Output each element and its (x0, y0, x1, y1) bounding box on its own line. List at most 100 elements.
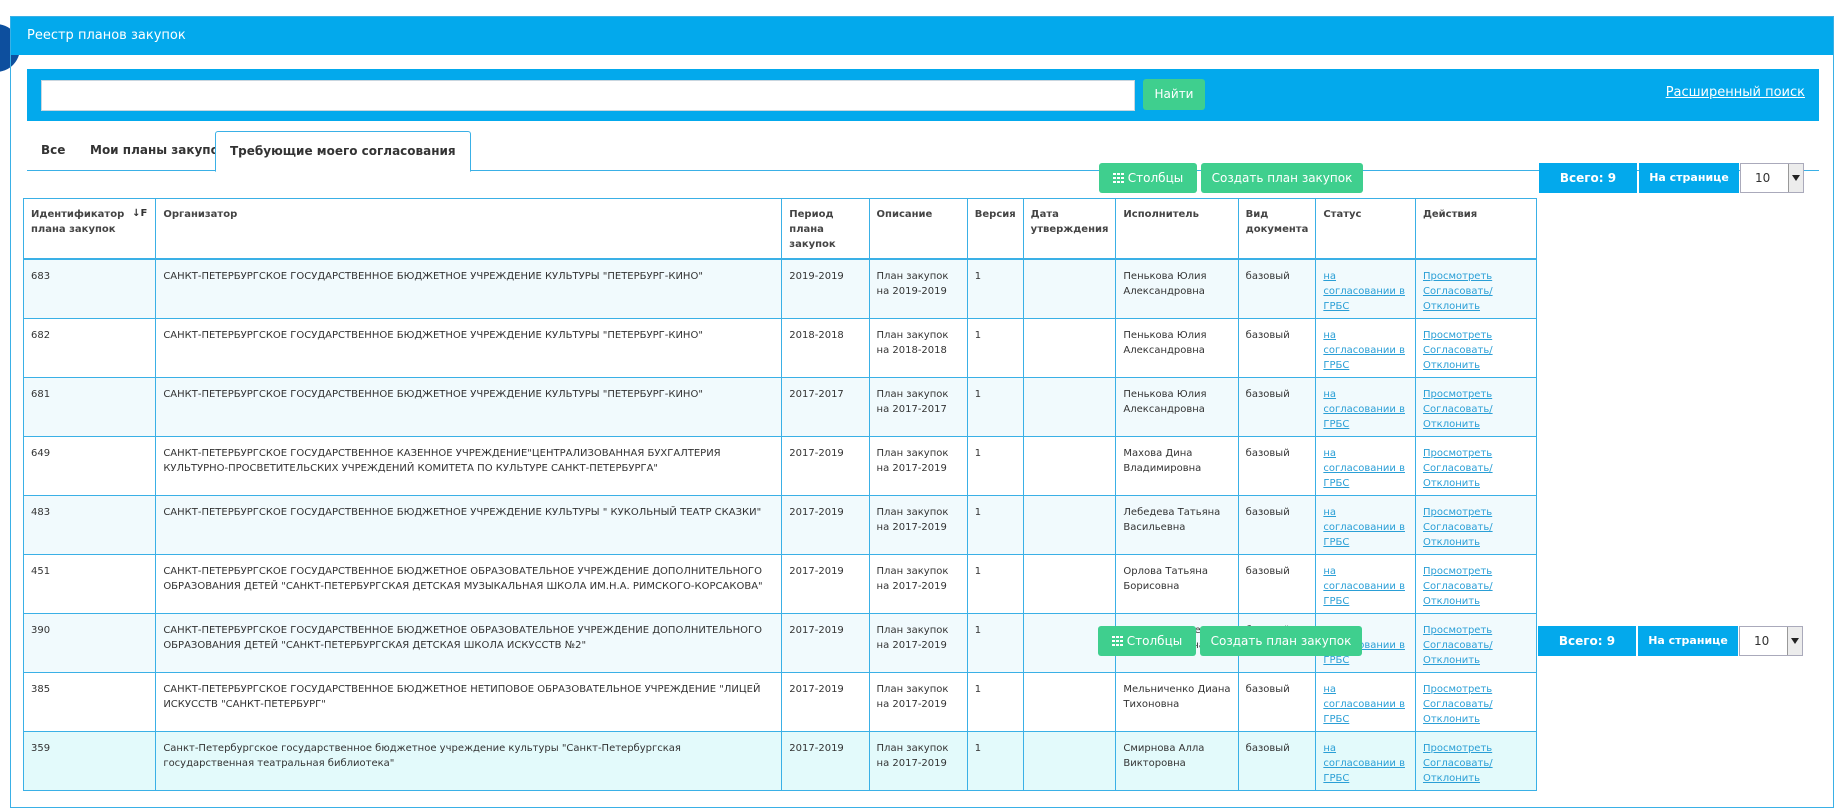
cell-approval-date (1022, 258, 1117, 319)
cell-status: на согласовании в ГРБС (1315, 554, 1416, 614)
cell-approval-date (1022, 436, 1117, 496)
cell-description: План закупок на 2017-2019 (868, 672, 968, 732)
find-button[interactable]: Найти (1143, 79, 1205, 110)
approve-link[interactable]: Согласовать/Отклонить (1422, 581, 1493, 607)
view-link[interactable]: Просмотреть (1422, 743, 1493, 754)
view-link[interactable]: Просмотреть (1422, 507, 1493, 518)
approve-link[interactable]: Согласовать/Отклонить (1422, 522, 1493, 548)
col-id-header[interactable]: Идентификатор плана закупок ↓F (22, 198, 157, 260)
cell-id: 682 (22, 318, 157, 378)
cell-id: 683 (22, 258, 157, 319)
cell-actions: Просмотреть Согласовать/Отклонить (1414, 377, 1538, 437)
cell-actions: Просмотреть Согласовать/Отклонить (1414, 731, 1538, 791)
table-header-row: Идентификатор плана закупок ↓F Организат… (22, 198, 1538, 260)
grid-icon (1112, 173, 1124, 183)
cell-organizer: САНКТ-ПЕТЕРБУРГСКОЕ ГОСУДАРСТВЕННОЕ БЮДЖ… (155, 554, 783, 614)
page-title: Реестр планов закупок (11, 17, 1833, 55)
view-link[interactable]: Просмотреть (1422, 271, 1493, 282)
cell-description: План закупок на 2019-2019 (868, 258, 968, 319)
tab-bar: Все Мои планы закупок Требующие моего со… (27, 131, 1819, 172)
cell-period: 2017-2019 (781, 436, 870, 496)
table-row: 681 САНКТ-ПЕТЕРБУРГСКОЕ ГОСУДАРСТВЕННОЕ … (22, 377, 1538, 437)
cell-description: План закупок на 2018-2018 (868, 318, 968, 378)
cell-actions: Просмотреть Согласовать/Отклонить (1414, 495, 1538, 555)
per-page-label: На странице (1639, 163, 1739, 193)
chevron-down-icon[interactable] (1788, 164, 1803, 192)
cell-period: 2018-2018 (781, 318, 870, 378)
approve-link[interactable]: Согласовать/Отклонить (1422, 286, 1493, 312)
cell-status: на согласовании в ГРБС (1315, 436, 1416, 496)
cell-executor: Лебедева Татьяна Васильевна (1115, 495, 1239, 555)
tab-all[interactable]: Все (41, 143, 66, 157)
per-page-select[interactable]: 10 (1740, 163, 1804, 193)
table-row: 683 САНКТ-ПЕТЕРБУРГСКОЕ ГОСУДАРСТВЕННОЕ … (22, 258, 1538, 319)
cell-version: 1 (966, 318, 1024, 378)
cell-status: на согласовании в ГРБС (1315, 672, 1416, 732)
cell-executor: Пенькова Юлия Александровна (1115, 258, 1239, 319)
cell-period: 2017-2019 (781, 672, 870, 732)
status-link[interactable]: на согласовании в ГРБС (1323, 566, 1405, 607)
tab-my-plans[interactable]: Мои планы закупок (90, 143, 227, 157)
cell-period: 2017-2017 (781, 377, 870, 437)
cell-version: 1 (966, 613, 1024, 673)
advanced-search-link[interactable]: Расширенный поиск (1665, 85, 1805, 100)
cell-period: 2017-2019 (781, 554, 870, 614)
view-link[interactable]: Просмотреть (1422, 625, 1493, 636)
chevron-down-icon[interactable] (1787, 627, 1802, 655)
view-link[interactable]: Просмотреть (1422, 448, 1493, 459)
cell-approval-date (1022, 495, 1117, 555)
approve-link[interactable]: Согласовать/Отклонить (1422, 640, 1493, 666)
status-link[interactable]: на согласовании в ГРБС (1323, 448, 1405, 489)
table-row: 385 САНКТ-ПЕТЕРБУРГСКОЕ ГОСУДАРСТВЕННОЕ … (22, 672, 1538, 732)
view-link[interactable]: Просмотреть (1422, 684, 1493, 695)
per-page-select[interactable]: 10 (1739, 626, 1803, 656)
toolbar-bottom: Столбцы Создать план закупок Всего: 9 На… (10, 626, 1834, 656)
status-link[interactable]: на согласовании в ГРБС (1323, 271, 1405, 312)
search-input[interactable] (41, 80, 1135, 111)
approve-link[interactable]: Согласовать/Отклонить (1422, 404, 1493, 430)
columns-button[interactable]: Столбцы (1099, 163, 1197, 193)
columns-button-label: Столбцы (1127, 171, 1184, 185)
cell-approval-date (1022, 377, 1117, 437)
cell-doc-type: базовый (1237, 377, 1317, 437)
col-description-header: Описание (868, 198, 968, 260)
cell-period: 2017-2019 (781, 613, 870, 673)
tab-requires-approval[interactable]: Требующие моего согласования (215, 131, 471, 172)
view-link[interactable]: Просмотреть (1422, 330, 1493, 341)
per-page-value: 10 (1754, 634, 1770, 648)
status-link[interactable]: на согласовании в ГРБС (1323, 507, 1405, 548)
sort-icon[interactable]: ↓F (132, 208, 148, 219)
view-link[interactable]: Просмотреть (1422, 389, 1493, 400)
cell-period: 2017-2019 (781, 731, 870, 791)
cell-approval-date (1022, 731, 1117, 791)
approve-link[interactable]: Согласовать/Отклонить (1422, 699, 1493, 725)
cell-version: 1 (966, 436, 1024, 496)
status-link[interactable]: на согласовании в ГРБС (1323, 743, 1405, 784)
cell-id: 681 (22, 377, 157, 437)
table-row: 649 САНКТ-ПЕТЕРБУРГСКОЕ ГОСУДАРСТВЕННОЕ … (22, 436, 1538, 496)
status-link[interactable]: на согласовании в ГРБС (1323, 684, 1405, 725)
approve-link[interactable]: Согласовать/Отклонить (1422, 463, 1493, 489)
create-plan-button[interactable]: Создать план закупок (1200, 626, 1362, 656)
plans-table: Идентификатор плана закупок ↓F Организат… (22, 198, 1538, 791)
cell-doc-type: базовый (1237, 672, 1317, 732)
approve-link[interactable]: Согласовать/Отклонить (1422, 758, 1493, 784)
status-link[interactable]: на согласовании в ГРБС (1323, 330, 1405, 371)
cell-organizer: САНКТ-ПЕТЕРБУРГСКОЕ ГОСУДАРСТВЕННОЕ БЮДЖ… (155, 377, 783, 437)
grid-icon (1111, 636, 1123, 646)
cell-approval-date (1022, 318, 1117, 378)
cell-status: на согласовании в ГРБС (1315, 377, 1416, 437)
cell-actions: Просмотреть Согласовать/Отклонить (1414, 672, 1538, 732)
status-link[interactable]: на согласовании в ГРБС (1323, 389, 1405, 430)
per-page-label: На странице (1638, 626, 1738, 656)
cell-version: 1 (966, 554, 1024, 614)
columns-button[interactable]: Столбцы (1098, 626, 1196, 656)
view-link[interactable]: Просмотреть (1422, 566, 1493, 577)
cell-doc-type: базовый (1237, 436, 1317, 496)
col-status-header: Статус (1315, 198, 1416, 260)
approve-link[interactable]: Согласовать/Отклонить (1422, 345, 1493, 371)
cell-description: План закупок на 2017-2019 (868, 436, 968, 496)
create-plan-button[interactable]: Создать план закупок (1201, 163, 1363, 193)
cell-actions: Просмотреть Согласовать/Отклонить (1414, 318, 1538, 378)
